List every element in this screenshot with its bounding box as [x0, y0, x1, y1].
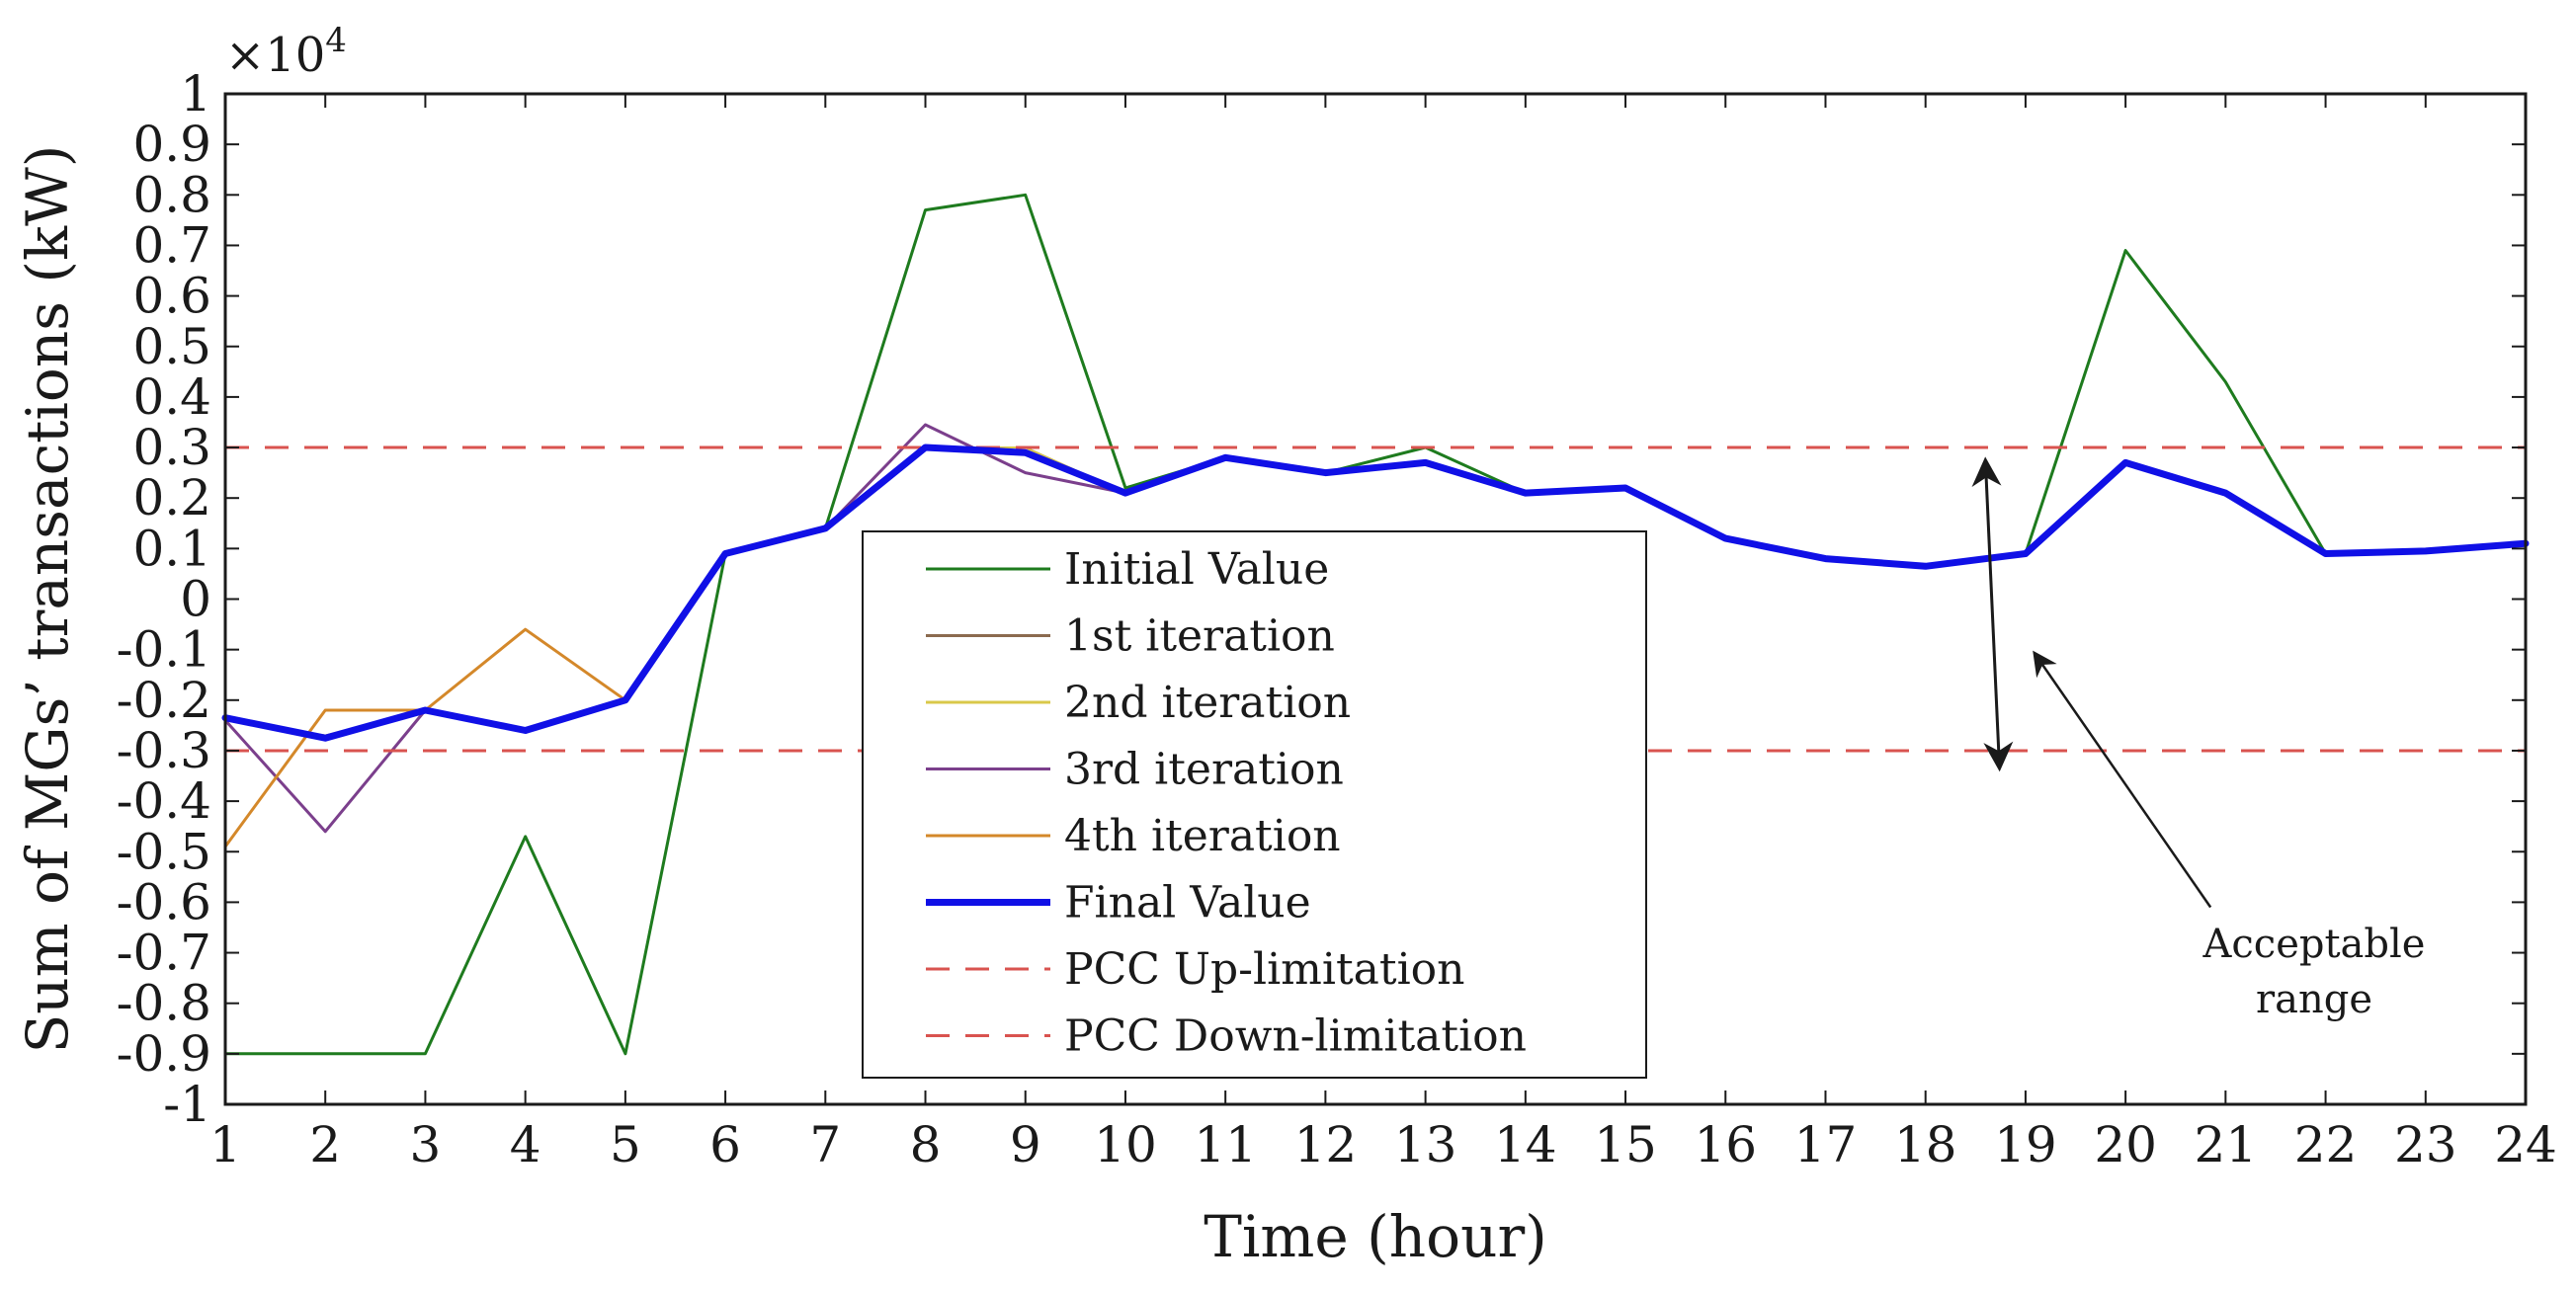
x-tick-label: 14 [1494, 1116, 1557, 1173]
y-tick-label: 0 [180, 571, 211, 628]
y-multiplier-base: ×10 [225, 28, 325, 83]
x-tick-label: 7 [809, 1116, 841, 1173]
range-double-arrow [1971, 456, 2014, 772]
y-multiplier-exponent: 4 [325, 21, 347, 60]
y-tick-label: 1 [180, 65, 211, 122]
x-tick-label: 5 [610, 1116, 641, 1173]
x-tick-label: 11 [1194, 1116, 1257, 1173]
y-axis-title: Sum of MGs’ transactions (kW) [14, 145, 81, 1054]
legend-label: Final Value [1064, 878, 1311, 929]
y-tick-label: 0.5 [132, 318, 211, 375]
x-tick-label: 15 [1594, 1116, 1657, 1173]
y-tick-label: -0.3 [117, 722, 211, 779]
x-tick-label: 4 [510, 1116, 541, 1173]
y-tick-label: -0.5 [117, 823, 211, 880]
legend-label: Initial Value [1064, 544, 1329, 595]
annotation-pointer-arrow [2033, 650, 2212, 909]
series-line-initial-value [223, 193, 2528, 1056]
annotation-text-line2: range [2256, 977, 2372, 1022]
x-tick-label: 9 [1010, 1116, 1041, 1173]
legend-label: 1st iteration [1064, 611, 1335, 662]
y-tick-label: -0.1 [117, 621, 211, 679]
y-tick-label: -1 [163, 1076, 211, 1133]
legend-label: 4th iteration [1064, 811, 1341, 861]
y-tick-label: 0.2 [132, 469, 211, 526]
x-tick-label: 1 [209, 1116, 241, 1173]
legend-label: 2nd iteration [1064, 678, 1351, 728]
x-tick-label: 6 [709, 1116, 741, 1173]
y-tick-label: -0.7 [117, 925, 211, 982]
x-tick-label: 20 [2094, 1116, 2157, 1173]
y-tick-label: -0.2 [117, 672, 211, 729]
y-tick-label: -0.8 [117, 975, 211, 1032]
x-tick-label: 8 [910, 1116, 942, 1173]
x-tick-label: 21 [2195, 1116, 2258, 1173]
series-group [221, 193, 2530, 1056]
y-tick-label: -0.6 [117, 873, 211, 930]
legend-label: PCC Up-limitation [1064, 944, 1464, 995]
x-tick-label: 23 [2394, 1116, 2457, 1173]
x-tick-label: 2 [309, 1116, 341, 1173]
y-tick-label: 0.9 [132, 116, 211, 173]
legend-box [862, 530, 1647, 1079]
y-tick-label: 0.8 [132, 166, 211, 223]
annotation-text-line1: Acceptable [2202, 922, 2426, 967]
annotation: Acceptable range [1971, 456, 2426, 1022]
series-line-final-value [221, 444, 2530, 742]
y-multiplier: ×104 [225, 21, 347, 83]
x-tick-label: 13 [1394, 1116, 1457, 1173]
y-tick-label: -0.9 [117, 1025, 211, 1083]
legend: Initial Value 1st iteration 2nd iteration 3… [862, 530, 1647, 1079]
x-tick-label: 12 [1294, 1116, 1358, 1173]
x-tick-label: 18 [1894, 1116, 1957, 1173]
x-tick-label: 10 [1094, 1116, 1157, 1173]
x-tick-label: 24 [2494, 1116, 2557, 1173]
axis-ticks: 1 2 3 4 5 6 7 8 9 10 11 12 13 14 15 16 17 18 19 20 21 22 23 241… [117, 65, 2557, 1173]
y-tick-label: 0.6 [132, 268, 211, 325]
x-axis-title: Time (hour) [1204, 1203, 1547, 1270]
x-tick-label: 3 [410, 1116, 442, 1173]
y-tick-label: 0.7 [132, 216, 211, 274]
y-tick-label: -0.4 [117, 772, 211, 830]
legend-label: PCC Down-limitation [1064, 1011, 1527, 1062]
x-tick-label: 19 [1994, 1116, 2057, 1173]
legend-label: 3rd iteration [1064, 745, 1344, 795]
y-tick-label: 0.4 [132, 368, 211, 426]
y-tick-label: 0.3 [132, 419, 211, 476]
y-tick-label: 0.1 [132, 520, 211, 577]
x-tick-label: 22 [2294, 1116, 2358, 1173]
x-tick-label: 16 [1694, 1116, 1757, 1173]
x-tick-label: 17 [1794, 1116, 1858, 1173]
